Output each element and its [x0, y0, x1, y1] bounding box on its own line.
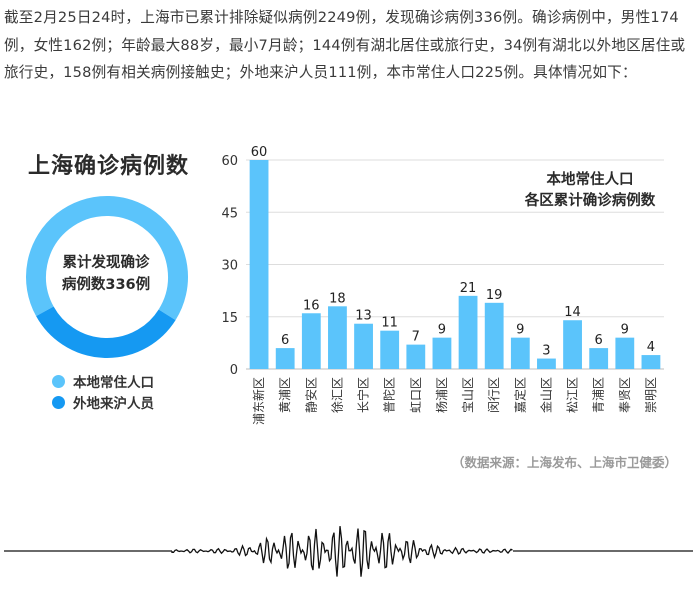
y-tick-label: 60 — [221, 154, 238, 169]
bar — [406, 344, 426, 369]
x-category-label: 金山区 — [538, 377, 553, 413]
donut-center-label: 累计发现确诊 病例数336例 — [47, 252, 165, 296]
bar-value-label: 6 — [595, 333, 603, 348]
donut-chart — [26, 196, 188, 358]
legend-label-local: 本地常住人口 — [73, 375, 154, 391]
intro-paragraph: 截至2月25日24时，上海市已累计排除疑似病例2249例，发现确诊病例336例。… — [4, 9, 686, 81]
donut-center-line2: 病例数336例 — [61, 277, 151, 293]
x-category-label: 黄浦区 — [278, 377, 292, 413]
bar-chart-title-line1: 本地常住人口 — [547, 170, 634, 188]
bar-value-label: 18 — [329, 291, 346, 306]
bar-value-label: 9 — [438, 323, 446, 338]
bar-value-label: 14 — [564, 305, 581, 320]
bar — [563, 320, 582, 369]
x-category-label: 青浦区 — [592, 377, 606, 413]
bar — [458, 295, 478, 369]
bar — [641, 355, 661, 369]
x-category-label: 长宁区 — [356, 377, 371, 413]
bar-chart-title-line2: 各区累计确诊病例数 — [524, 191, 656, 209]
x-category-label: 浦东新区 — [251, 377, 266, 425]
donut-slice-nonlocal — [36, 306, 176, 358]
bar-chart: 0 15 30 45 60 60 浦东新区 6 黄浦区 16 静安区 18 徐汇区 13 长宁区 11 普陀区… — [221, 145, 664, 425]
legend-label-nonlocal: 外地来沪人员 — [73, 396, 154, 412]
donut-slice-local — [26, 196, 188, 321]
x-category-label: 虹口区 — [409, 377, 423, 413]
bar — [615, 337, 635, 369]
x-category-label: 宝山区 — [461, 377, 475, 413]
bar-value-label: 60 — [251, 145, 268, 160]
wave-path — [171, 526, 513, 577]
data-source-note: （数据来源：上海发布、上海市卫健委） — [451, 455, 677, 470]
donut-center-line1: 累计发现确诊 — [62, 255, 150, 271]
x-category-label: 松江区 — [566, 377, 580, 413]
bar — [484, 302, 504, 369]
bar — [589, 348, 609, 369]
bar-value-label: 16 — [303, 298, 320, 313]
y-tick-label: 45 — [221, 206, 238, 221]
y-tick-label: 0 — [230, 363, 238, 378]
bar — [275, 348, 295, 369]
bar — [537, 358, 556, 369]
donut-title: 上海确诊病例数 — [28, 154, 190, 179]
sound-wave-divider — [4, 526, 693, 577]
bar-value-label: 19 — [486, 288, 503, 303]
bar-value-label: 6 — [281, 333, 289, 348]
donut-legend: 本地常住人口 外地来沪人员 — [52, 371, 154, 413]
x-category-label: 崇明区 — [644, 377, 658, 413]
x-category-label: 杨浦区 — [434, 377, 449, 413]
bar-value-label: 13 — [355, 309, 372, 324]
x-category-label: 奉贤区 — [618, 377, 632, 413]
bar-value-label: 9 — [621, 323, 629, 338]
x-category-label: 嘉定区 — [512, 377, 527, 413]
legend-item-local: 本地常住人口 — [52, 371, 154, 391]
bar — [328, 306, 347, 369]
legend-dot-nonlocal — [52, 395, 65, 409]
x-category-label: 闵行区 — [486, 377, 501, 413]
bar — [432, 337, 452, 369]
bar-value-label: 21 — [460, 281, 477, 296]
legend-item-nonlocal: 外地来沪人员 — [52, 392, 154, 412]
bar — [380, 330, 400, 369]
x-category-label: 徐汇区 — [329, 377, 344, 413]
y-tick-label: 30 — [221, 259, 238, 274]
bar-value-label: 3 — [542, 344, 550, 359]
bar — [510, 337, 530, 369]
y-tick-label: 15 — [221, 311, 238, 326]
bar-value-label: 4 — [647, 340, 655, 355]
bar-value-label: 7 — [412, 330, 420, 345]
bar — [249, 160, 269, 369]
bar-value-label: 9 — [516, 323, 524, 338]
x-category-label: 普陀区 — [382, 377, 397, 413]
x-category-label: 静安区 — [303, 377, 318, 413]
bar — [354, 323, 373, 369]
bar-value-label: 11 — [381, 316, 398, 331]
legend-dot-local — [52, 374, 65, 388]
bar — [301, 313, 321, 369]
infographic: 上海确诊病例数 累计发现确诊 病例数336例 本地常住人口 外地来沪人员 0 15… — [0, 128, 697, 478]
